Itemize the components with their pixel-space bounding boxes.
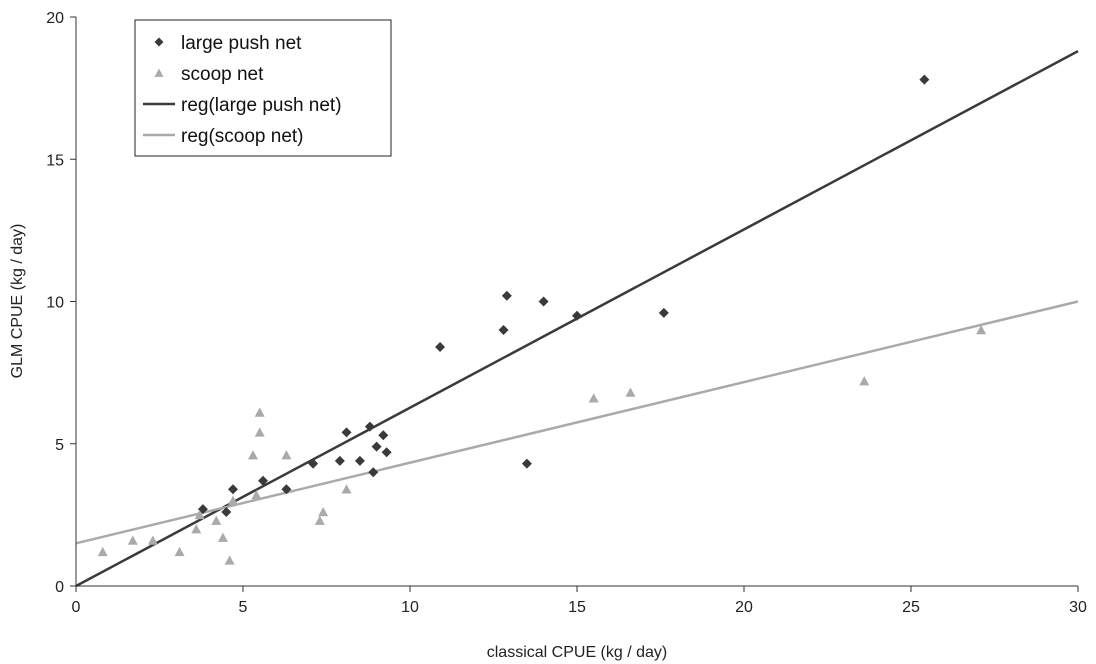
data-point-triangle xyxy=(191,524,202,534)
data-point-diamond xyxy=(371,441,382,452)
data-point-triangle xyxy=(254,427,265,437)
data-point-diamond xyxy=(538,296,549,307)
data-point-diamond xyxy=(435,342,446,353)
data-point-diamond xyxy=(368,467,379,478)
y-tick-label: 5 xyxy=(55,437,64,454)
data-point-diamond xyxy=(521,458,532,469)
data-point-triangle xyxy=(859,376,870,386)
legend-label: large push net xyxy=(181,33,302,54)
data-point-triangle xyxy=(248,450,259,460)
data-point-triangle xyxy=(174,546,185,557)
data-point-diamond xyxy=(308,458,319,469)
data-point-triangle xyxy=(227,495,238,505)
y-tick-label: 0 xyxy=(55,579,64,596)
data-point-triangle xyxy=(281,450,292,460)
legend-triangle-icon xyxy=(154,68,164,77)
x-tick-label: 20 xyxy=(735,599,753,616)
data-point-diamond xyxy=(341,427,352,438)
data-point-diamond xyxy=(227,484,238,495)
plot-area xyxy=(75,50,1079,588)
data-point-diamond xyxy=(501,290,512,301)
data-point-diamond xyxy=(378,430,389,441)
data-point-diamond xyxy=(334,455,345,466)
legend-label: scoop net xyxy=(181,64,264,85)
data-point-diamond xyxy=(658,307,669,318)
data-point-triangle xyxy=(625,387,636,397)
data-point-diamond xyxy=(572,310,582,321)
data-point-triangle xyxy=(97,546,108,557)
data-point-diamond xyxy=(258,475,269,486)
data-point-diamond xyxy=(221,507,232,518)
data-point-diamond xyxy=(498,324,509,335)
y-axis-title: GLM CPUE (kg / day) xyxy=(9,224,26,379)
data-point-triangle xyxy=(976,324,987,335)
x-ticks: 0 5 10 15 20 25 30 xyxy=(72,586,1087,616)
data-point-triangle xyxy=(194,509,205,520)
regression-line xyxy=(75,300,1079,545)
legend-diamond-icon xyxy=(154,37,164,47)
data-point-triangle xyxy=(588,393,599,403)
legend: large push net scoop net reg(large push ne… xyxy=(134,19,392,157)
x-tick-label: 10 xyxy=(401,599,419,616)
legend-label: reg(scoop net) xyxy=(181,126,304,147)
data-point-triangle xyxy=(217,532,228,542)
data-point-triangle xyxy=(127,535,138,545)
x-tick-label: 15 xyxy=(568,599,586,616)
legend-label: reg(large push net) xyxy=(181,95,342,116)
data-point-diamond xyxy=(919,74,930,85)
data-point-triangle xyxy=(147,535,158,545)
y-tick-label: 10 xyxy=(46,295,64,312)
y-tick-label: 15 xyxy=(46,152,64,169)
data-point-triangle xyxy=(318,507,329,517)
y-ticks: 0 5 10 15 20 xyxy=(46,10,76,596)
legend-box xyxy=(134,19,392,157)
x-axis-title: classical CPUE (kg / day) xyxy=(487,644,668,661)
data-point-diamond xyxy=(381,447,392,458)
x-tick-label: 30 xyxy=(1069,599,1087,616)
data-point-diamond xyxy=(364,421,375,432)
data-point-triangle xyxy=(341,484,352,494)
data-point-triangle xyxy=(254,407,265,417)
x-tick-label: 25 xyxy=(902,599,920,616)
y-tick-label: 20 xyxy=(46,10,64,27)
x-tick-label: 5 xyxy=(239,599,248,616)
data-point-triangle xyxy=(251,489,262,500)
data-point-diamond xyxy=(354,455,365,466)
data-point-triangle xyxy=(224,555,235,565)
data-point-triangle xyxy=(314,515,325,525)
x-tick-label: 0 xyxy=(72,599,81,616)
data-point-diamond xyxy=(281,484,292,495)
data-point-triangle xyxy=(211,515,222,525)
